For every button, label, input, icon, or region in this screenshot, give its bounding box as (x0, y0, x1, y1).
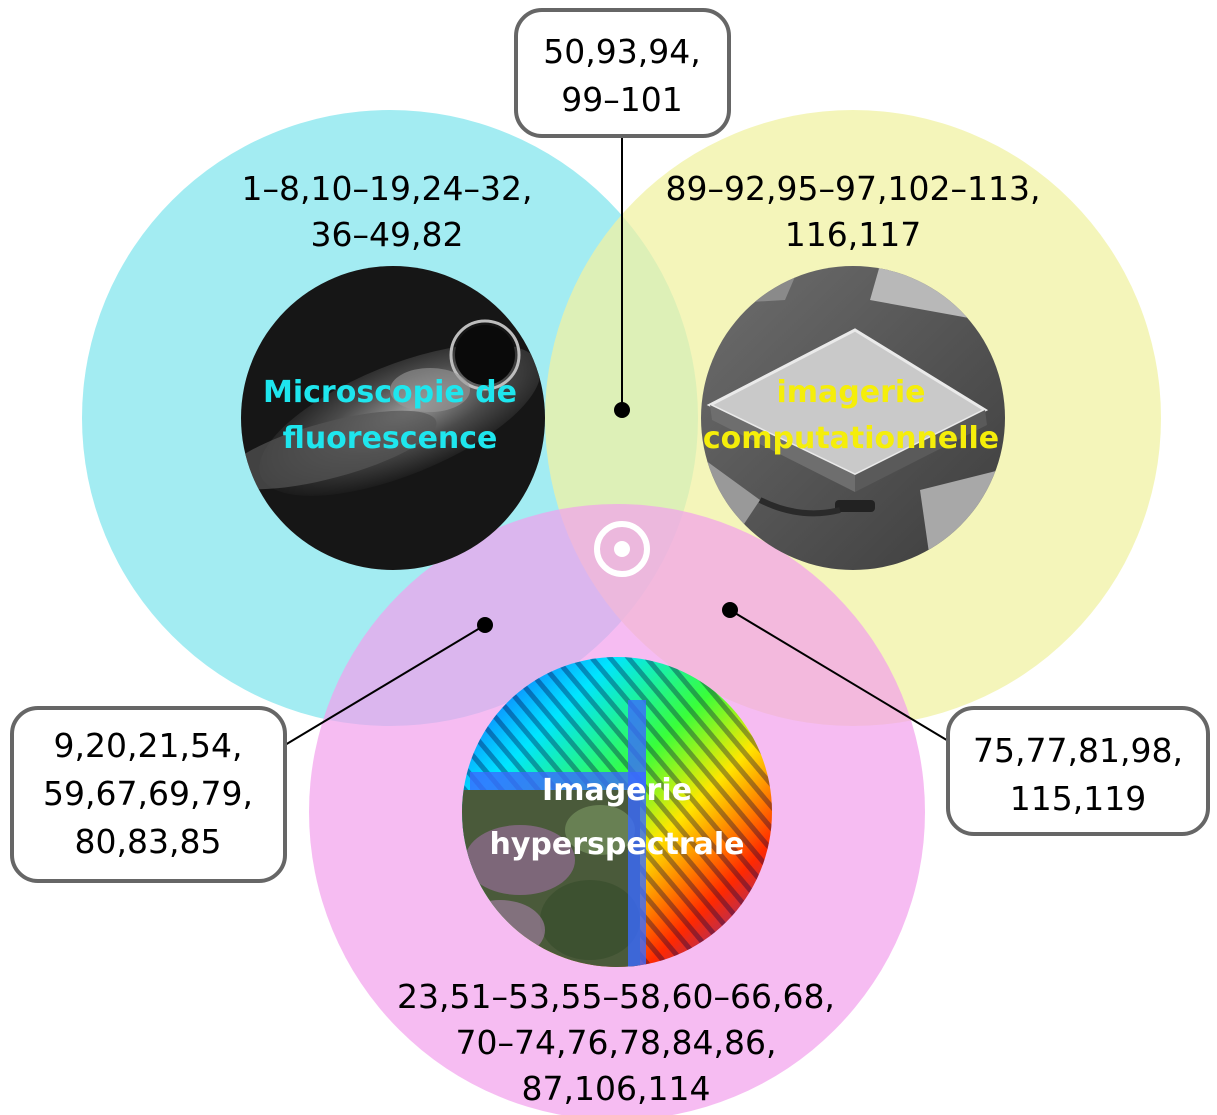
dot-fluo-comp (614, 402, 630, 418)
target-icon (594, 521, 650, 577)
label-hyperspectral: Imagerie hyperspectrale (490, 773, 745, 862)
label-fluorescence: Microscopie de fluorescence (263, 375, 517, 456)
refs-line: 1–8,10–19,24–32, (242, 169, 533, 208)
label-line: computationnelle (703, 421, 999, 456)
refs-fluorescence: 1–8,10–19,24–32, 36–49,82 (242, 169, 533, 254)
refs-line: 59,67,69,79, (43, 774, 253, 813)
connector-comp-hyp (729, 609, 951, 743)
box-fluo-comp (514, 8, 731, 138)
refs-line: 75,77,81,98, (973, 731, 1183, 770)
refs-line: 36–49,82 (311, 215, 464, 254)
refs-line: 80,83,85 (75, 822, 222, 861)
refs-line: 50,93,94, (543, 32, 700, 71)
refs-line: 89–92,95–97,102–113, (666, 169, 1041, 208)
label-line: imagerie (776, 375, 925, 410)
refs-line: 70–74,76,78,84,86, (456, 1023, 777, 1062)
hyperspectral-image (462, 657, 772, 967)
refs-line: 9,20,21,54, (54, 726, 243, 765)
refs-line: 87,106,114 (522, 1069, 711, 1108)
label-computational: imagerie computationnelle (703, 375, 999, 456)
refs-line: 115,119 (1010, 779, 1146, 818)
box-comp-hyp (946, 706, 1210, 836)
dot-comp-hyp (722, 602, 738, 618)
refs-line: 116,117 (785, 215, 921, 254)
dot-fluo-hyp (477, 617, 493, 633)
refs-fluo-comp: 50,93,94, 99–101 (543, 32, 700, 119)
refs-line: 99–101 (561, 80, 682, 119)
label-line: hyperspectrale (490, 827, 745, 862)
refs-computational: 89–92,95–97,102–113, 116,117 (666, 169, 1041, 254)
label-line: fluorescence (283, 421, 498, 456)
refs-hyperspectral: 23,51–53,55–58,60–66,68, 70–74,76,78,84,8… (397, 977, 835, 1108)
refs-line: 23,51–53,55–58,60–66,68, (397, 977, 835, 1016)
connector-fluo-hyp (284, 624, 486, 746)
box-fluo-hyp (10, 706, 287, 883)
label-line: Microscopie de (263, 375, 517, 410)
refs-comp-hyp: 75,77,81,98, 115,119 (973, 731, 1183, 818)
fluorescence-image (241, 266, 545, 570)
label-line: Imagerie (542, 773, 692, 808)
refs-fluo-hyp: 9,20,21,54, 59,67,69,79, 80,83,85 (43, 726, 253, 861)
computational-image (701, 266, 1005, 570)
